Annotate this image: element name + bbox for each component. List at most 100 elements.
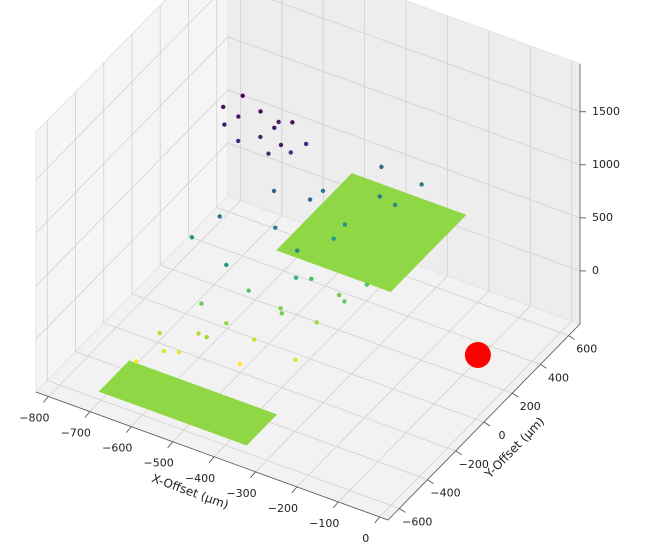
point: [293, 275, 299, 280]
point: [290, 120, 295, 125]
point: [237, 361, 243, 367]
z-tick-label: 0: [592, 264, 599, 277]
point: [307, 197, 313, 202]
point: [176, 349, 182, 355]
point: [251, 337, 257, 342]
y-tick-label: −200: [459, 458, 489, 471]
y-tick: [540, 364, 547, 369]
y-axis-line: [387, 323, 581, 521]
y-tick-label: −600: [402, 515, 432, 528]
grid-line: [160, 264, 513, 394]
point: [133, 359, 139, 364]
point: [293, 357, 298, 363]
point: [271, 188, 277, 194]
x-tick-label: 0: [362, 532, 369, 545]
x-tick: [291, 486, 298, 494]
point: [288, 150, 293, 155]
point: [276, 119, 281, 125]
y-tick-label: 0: [499, 429, 506, 442]
z-tick-label: 1500: [592, 105, 620, 118]
x-tick-label: −600: [102, 442, 132, 455]
point: [331, 236, 336, 241]
x-tick: [125, 426, 132, 433]
x-axis-line: [35, 391, 389, 521]
point: [309, 276, 314, 281]
y-axis-label: Y-Offset (μm): [481, 414, 547, 481]
z-tick-label: 500: [592, 211, 613, 224]
point: [224, 262, 229, 268]
grid-line: [103, 322, 456, 452]
grid-line: [35, 0, 213, 181]
point: [258, 134, 263, 140]
point: [279, 311, 285, 316]
point: [157, 330, 162, 336]
point: [258, 109, 263, 114]
point: [217, 214, 222, 219]
point: [392, 202, 398, 208]
grid-line: [35, 36, 229, 234]
grid-line: [131, 293, 485, 423]
point: [303, 141, 309, 147]
grid-line: [271, 0, 581, 113]
point: [196, 331, 201, 336]
y-tick-label: 200: [520, 400, 541, 413]
x-tick: [43, 396, 49, 403]
point: [273, 225, 278, 230]
point: [278, 306, 283, 311]
grid-line: [35, 89, 229, 287]
y-tick: [568, 335, 575, 340]
point: [266, 151, 271, 156]
point: [236, 114, 241, 119]
x-tick-label: −400: [185, 472, 215, 485]
y-tick-label: −400: [430, 487, 460, 500]
x-tick: [167, 441, 173, 448]
reference-marker: [464, 341, 491, 368]
x-tick-label: −100: [309, 517, 339, 530]
grid-line: [35, 142, 229, 340]
point: [336, 292, 342, 298]
x-tick-label: −800: [19, 412, 49, 425]
x-tick: [84, 411, 91, 418]
y-tick-label: 600: [576, 343, 597, 356]
point: [314, 320, 319, 325]
y-tick: [483, 421, 491, 427]
y-tick: [512, 392, 519, 398]
surface: [98, 360, 278, 446]
point: [278, 142, 284, 148]
point: [224, 321, 229, 326]
point: [161, 348, 166, 354]
x-tick: [208, 456, 215, 464]
point: [342, 299, 347, 304]
z-tick-label: 1000: [592, 158, 620, 171]
point: [294, 248, 300, 253]
x-tick-label: −300: [226, 487, 256, 500]
point: [221, 104, 226, 110]
point: [342, 222, 348, 227]
y-tick-label: 400: [548, 371, 569, 384]
x-tick-label: −200: [268, 502, 298, 515]
surface: [276, 173, 467, 292]
x-tick-label: −500: [144, 457, 174, 470]
point: [235, 138, 241, 144]
point: [246, 288, 251, 293]
point: [222, 122, 227, 127]
point: [204, 334, 209, 340]
point: [320, 188, 326, 194]
point: [199, 301, 204, 306]
x-tick: [250, 471, 256, 479]
grid-line: [227, 89, 581, 219]
y-tick: [427, 479, 434, 484]
x-tick-label: −700: [61, 427, 91, 440]
x-tick: [332, 501, 339, 509]
point: [272, 125, 277, 131]
y-tick: [455, 450, 462, 456]
point: [189, 235, 195, 240]
grid-line: [227, 36, 581, 166]
point: [240, 93, 245, 98]
point: [377, 194, 382, 199]
point: [419, 182, 424, 187]
x-tick: [374, 516, 381, 524]
point: [364, 282, 370, 287]
